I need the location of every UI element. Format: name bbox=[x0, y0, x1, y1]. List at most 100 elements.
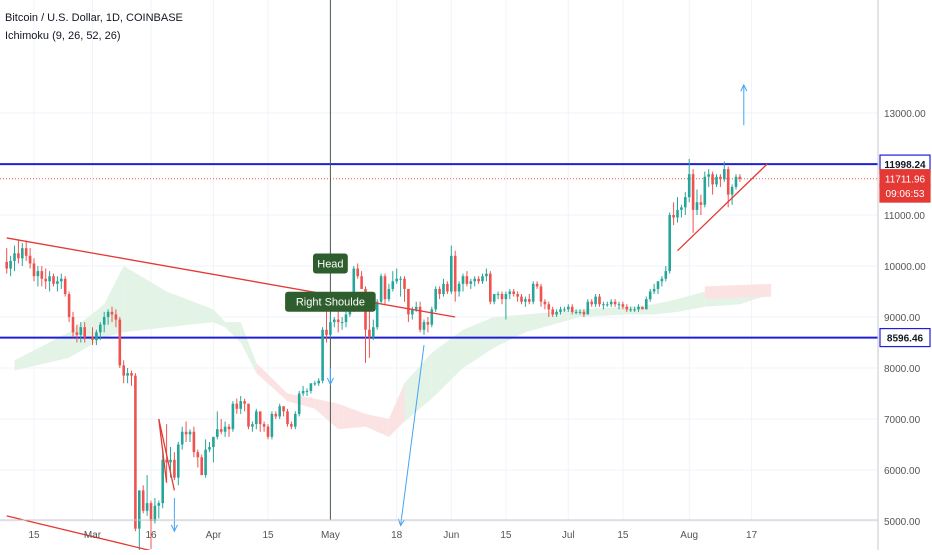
candle bbox=[450, 245, 453, 295]
candle bbox=[637, 304, 640, 312]
candle bbox=[684, 192, 687, 215]
candle-body bbox=[48, 276, 51, 282]
candle bbox=[17, 240, 20, 264]
candle-body bbox=[149, 503, 153, 521]
annotation-label[interactable]: Right Shoulde bbox=[285, 291, 376, 312]
candle-body bbox=[582, 311, 586, 315]
price-label-text: 09:06:53 bbox=[886, 189, 925, 200]
x-tick-label: Mar bbox=[84, 530, 102, 541]
candle-body bbox=[555, 311, 558, 315]
candle bbox=[360, 271, 363, 289]
candle bbox=[56, 276, 59, 292]
candle bbox=[574, 309, 578, 315]
candle-body bbox=[422, 322, 426, 330]
candle bbox=[625, 304, 629, 312]
candle bbox=[715, 174, 718, 187]
candle bbox=[305, 388, 309, 397]
candle bbox=[617, 301, 621, 310]
candle-body bbox=[609, 301, 613, 305]
candle bbox=[461, 273, 465, 292]
candle-body bbox=[251, 424, 254, 427]
candle bbox=[212, 436, 215, 463]
candle-body bbox=[67, 294, 71, 317]
candle bbox=[177, 441, 180, 486]
candle bbox=[91, 327, 94, 346]
candle-body bbox=[9, 260, 12, 269]
candle bbox=[418, 301, 422, 333]
trend-line[interactable] bbox=[158, 418, 168, 483]
candle bbox=[239, 396, 242, 414]
candle-body bbox=[91, 337, 94, 340]
candle-body bbox=[547, 304, 551, 310]
candle bbox=[691, 169, 695, 233]
candle bbox=[660, 276, 664, 287]
candle-body bbox=[262, 424, 266, 427]
candle-body bbox=[418, 306, 422, 330]
candle bbox=[138, 490, 141, 555]
candle-body bbox=[395, 278, 398, 282]
candle-body bbox=[457, 283, 461, 292]
candle bbox=[645, 296, 648, 310]
candle bbox=[621, 301, 625, 310]
arrow-drawing[interactable] bbox=[326, 368, 334, 386]
candle bbox=[734, 174, 738, 190]
candle-body bbox=[734, 176, 738, 187]
candle-body bbox=[239, 401, 242, 409]
candle-body bbox=[535, 283, 539, 287]
candle-body bbox=[278, 406, 281, 417]
annotation-text: Head bbox=[317, 258, 343, 270]
candle bbox=[48, 271, 51, 292]
candle bbox=[407, 288, 410, 323]
candle-body bbox=[270, 413, 274, 437]
candle-body bbox=[403, 278, 406, 289]
cloud-segment bbox=[494, 314, 526, 348]
arrow-drawing[interactable] bbox=[170, 498, 178, 533]
candle bbox=[110, 306, 114, 323]
annotation-label[interactable]: Head bbox=[313, 253, 348, 274]
candle bbox=[282, 406, 285, 417]
candle-body bbox=[141, 490, 145, 511]
candle bbox=[656, 281, 660, 295]
trend-line[interactable] bbox=[158, 418, 176, 491]
candle-body bbox=[442, 283, 445, 295]
candle-body bbox=[138, 490, 141, 529]
candle bbox=[695, 189, 699, 215]
candle-body bbox=[469, 281, 473, 284]
candle bbox=[481, 273, 484, 284]
candle-body bbox=[177, 444, 180, 478]
cloud-segment bbox=[225, 322, 241, 343]
trend-line[interactable] bbox=[6, 237, 456, 318]
candle bbox=[403, 276, 406, 302]
candle bbox=[609, 299, 613, 307]
candle bbox=[528, 294, 531, 305]
trend-line[interactable] bbox=[677, 163, 768, 252]
candle-body bbox=[227, 426, 231, 430]
arrow-head bbox=[170, 524, 178, 533]
candle bbox=[184, 421, 188, 442]
arrow-drawing[interactable] bbox=[740, 83, 748, 126]
cloud-segment bbox=[365, 413, 389, 437]
candle-body bbox=[695, 202, 699, 210]
candle bbox=[145, 475, 149, 516]
candle-body bbox=[63, 278, 67, 295]
candle bbox=[391, 271, 395, 292]
candle bbox=[723, 161, 726, 182]
arrow-drawing[interactable] bbox=[397, 344, 425, 527]
candle bbox=[28, 248, 32, 269]
price-axis-label: 11711.96 bbox=[879, 169, 931, 189]
candle-body bbox=[687, 174, 691, 198]
candle bbox=[719, 174, 722, 187]
candle bbox=[446, 281, 449, 295]
candle bbox=[278, 403, 281, 419]
candle-body bbox=[95, 332, 98, 340]
candle bbox=[570, 304, 574, 315]
candle bbox=[297, 390, 301, 417]
candle-body bbox=[216, 429, 219, 437]
candle-body bbox=[434, 288, 437, 310]
candle-body bbox=[110, 311, 114, 315]
candle-body bbox=[606, 304, 609, 306]
y-tick-label: 10000.00 bbox=[884, 262, 926, 273]
candle-body bbox=[99, 324, 102, 333]
